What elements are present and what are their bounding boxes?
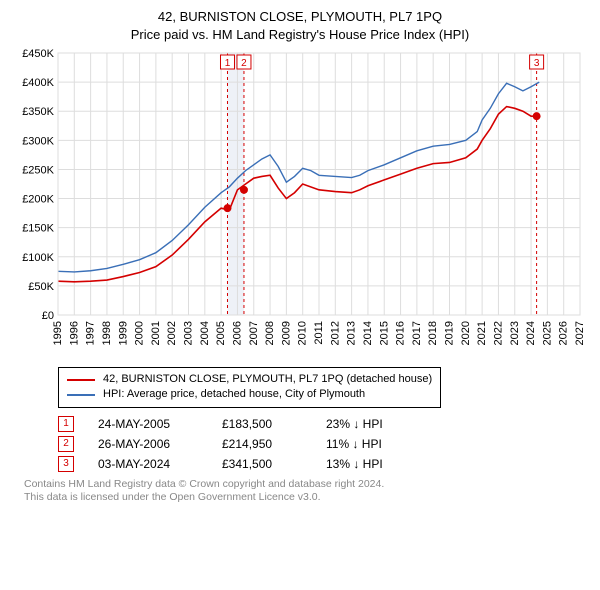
legend-label: 42, BURNISTON CLOSE, PLYMOUTH, PL7 1PQ (… xyxy=(103,372,432,387)
x-tick-label: 1995 xyxy=(52,321,64,345)
x-tick-label: 2013 xyxy=(346,321,358,345)
sale-delta: 23% ↓ HPI xyxy=(326,417,416,431)
sale-delta: 11% ↓ HPI xyxy=(326,437,416,451)
x-tick-label: 2012 xyxy=(329,321,341,345)
x-tick-label: 2022 xyxy=(492,321,504,345)
y-tick-label: £50K xyxy=(28,281,54,293)
y-tick-label: £400K xyxy=(22,77,54,89)
sale-row: 3 03-MAY-2024 £341,500 13% ↓ HPI xyxy=(58,456,590,472)
x-tick-label: 2006 xyxy=(231,321,243,345)
x-tick-label: 2007 xyxy=(248,321,260,345)
sale-price: £214,950 xyxy=(222,437,302,451)
sale-date: 26-MAY-2006 xyxy=(98,437,198,451)
x-tick-label: 2020 xyxy=(460,321,472,345)
sale-marker-num-1: 1 xyxy=(225,58,231,69)
x-tick-label: 2002 xyxy=(166,321,178,345)
sale-dot-3 xyxy=(533,112,541,120)
sale-dot-1 xyxy=(223,204,231,212)
sale-price: £183,500 xyxy=(222,417,302,431)
x-tick-label: 1999 xyxy=(117,321,129,345)
sale-dot-2 xyxy=(240,186,248,194)
legend-swatch xyxy=(67,379,95,381)
sale-price: £341,500 xyxy=(222,457,302,471)
footer-line-2: This data is licensed under the Open Gov… xyxy=(24,491,590,504)
x-tick-label: 2000 xyxy=(134,321,146,345)
x-tick-label: 2021 xyxy=(476,321,488,345)
legend-row: HPI: Average price, detached house, City… xyxy=(67,387,432,402)
y-tick-label: £250K xyxy=(22,165,54,177)
legend-label: HPI: Average price, detached house, City… xyxy=(103,387,365,402)
y-tick-label: £150K xyxy=(22,223,54,235)
sale-marker-num-2: 2 xyxy=(241,58,247,69)
footer-line-1: Contains HM Land Registry data © Crown c… xyxy=(24,478,590,491)
sale-marker-icon: 2 xyxy=(58,436,74,452)
line-chart: 12 3 £0 £50K £100K £150K £200K £250K £300K £350K £… xyxy=(10,49,590,359)
x-tick-label: 2011 xyxy=(313,321,325,345)
legend: 42, BURNISTON CLOSE, PLYMOUTH, PL7 1PQ (… xyxy=(58,367,441,408)
sales-table: 1 24-MAY-2005 £183,500 23% ↓ HPI 2 26-MAY-200… xyxy=(58,416,590,472)
x-tick-label: 2010 xyxy=(297,321,309,345)
x-tick-label: 2026 xyxy=(558,321,570,345)
title-line-2: Price paid vs. HM Land Registry's House … xyxy=(10,26,590,44)
sale-marker-num-3: 3 xyxy=(534,58,540,69)
x-tick-label: 2016 xyxy=(395,321,407,345)
x-tick-label: 2009 xyxy=(280,321,292,345)
chart-container: 42, BURNISTON CLOSE, PLYMOUTH, PL7 1PQ P… xyxy=(0,0,600,510)
x-tick-label: 1996 xyxy=(68,321,80,345)
y-tick-label: £200K xyxy=(22,194,54,206)
x-tick-label: 2025 xyxy=(541,321,553,345)
sale-marker-icon: 1 xyxy=(58,416,74,432)
sale-delta: 13% ↓ HPI xyxy=(326,457,416,471)
sale-marker-icon: 3 xyxy=(58,456,74,472)
x-tick-label: 2024 xyxy=(525,321,537,345)
sale-row: 2 26-MAY-2006 £214,950 11% ↓ HPI xyxy=(58,436,590,452)
x-tick-label: 1997 xyxy=(85,321,97,345)
attribution-footer: Contains HM Land Registry data © Crown c… xyxy=(24,478,590,504)
x-tick-label: 2014 xyxy=(362,321,374,345)
y-tick-label: £350K xyxy=(22,106,54,118)
x-tick-label: 2019 xyxy=(444,321,456,345)
title-line-1: 42, BURNISTON CLOSE, PLYMOUTH, PL7 1PQ xyxy=(10,8,590,26)
chart-area: 12 3 £0 £50K £100K £150K £200K £250K £300K £350K £… xyxy=(10,49,590,359)
sale-date: 24-MAY-2005 xyxy=(98,417,198,431)
legend-swatch xyxy=(67,394,95,396)
y-tick-label: £300K xyxy=(22,135,54,147)
y-tick-label: £450K xyxy=(22,49,54,60)
sale-date: 03-MAY-2024 xyxy=(98,457,198,471)
x-tick-label: 2001 xyxy=(150,321,162,345)
x-tick-label: 2023 xyxy=(509,321,521,345)
x-tick-label: 2003 xyxy=(183,321,195,345)
x-tick-label: 2005 xyxy=(215,321,227,345)
y-tick-label: £0 xyxy=(42,310,54,322)
legend-row: 42, BURNISTON CLOSE, PLYMOUTH, PL7 1PQ (… xyxy=(67,372,432,387)
sale-row: 1 24-MAY-2005 £183,500 23% ↓ HPI xyxy=(58,416,590,432)
x-tick-label: 1998 xyxy=(101,321,113,345)
x-tick-label: 2017 xyxy=(411,321,423,345)
x-tick-label: 2008 xyxy=(264,321,276,345)
x-tick-label: 2004 xyxy=(199,321,211,345)
x-tick-label: 2027 xyxy=(574,321,586,345)
x-tick-label: 2018 xyxy=(427,321,439,345)
x-tick-label: 2015 xyxy=(378,321,390,345)
y-tick-label: £100K xyxy=(22,252,54,264)
